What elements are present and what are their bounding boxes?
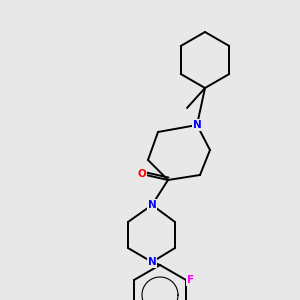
Text: N: N: [148, 257, 156, 267]
Text: F: F: [188, 275, 194, 285]
Text: N: N: [193, 120, 201, 130]
Text: O: O: [138, 169, 146, 179]
Text: N: N: [148, 200, 156, 210]
